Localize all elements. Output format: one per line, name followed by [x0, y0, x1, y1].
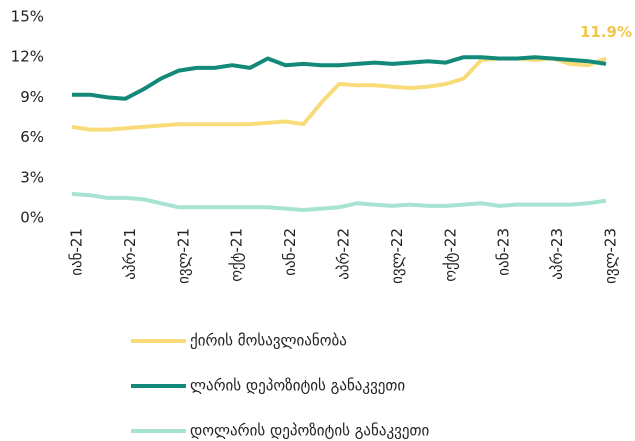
y-tick-label: 0% — [20, 209, 44, 227]
series-line — [71, 56, 607, 132]
series-line — [72, 55, 607, 101]
x-tick-label: იან-21 — [68, 228, 86, 276]
x-tick-label: იან-22 — [281, 228, 299, 276]
x-tick-label: ოქტ-22 — [441, 228, 459, 282]
legend-label: დოლარის დეპოზიტის განაკვეთი — [190, 422, 429, 440]
series-line — [71, 191, 607, 212]
y-tick-label: 3% — [20, 168, 44, 186]
x-tick-label: იან-23 — [495, 228, 513, 276]
y-tick-label: 6% — [20, 128, 44, 146]
legend-label: ლარის დეპოზიტის განაკვეთი — [190, 377, 405, 395]
x-tick-label: აპრ-23 — [548, 228, 566, 280]
x-tick-label: აპრ-22 — [335, 228, 353, 280]
y-tick-label: 15% — [11, 8, 44, 26]
legend-label: ქირის მოსავლიანობა — [190, 332, 347, 350]
x-tick-label: ივლ-21 — [174, 228, 192, 284]
x-tick-label: ოქტ-21 — [228, 228, 246, 282]
x-tick-label: ივლ-22 — [388, 228, 406, 284]
x-tick-label: აპრ-21 — [121, 228, 139, 280]
y-tick-label: 12% — [11, 48, 44, 66]
x-tick-label: ივლ-23 — [602, 228, 620, 284]
y-tick-label: 9% — [20, 88, 44, 106]
annotation: 11.9% — [580, 23, 632, 41]
